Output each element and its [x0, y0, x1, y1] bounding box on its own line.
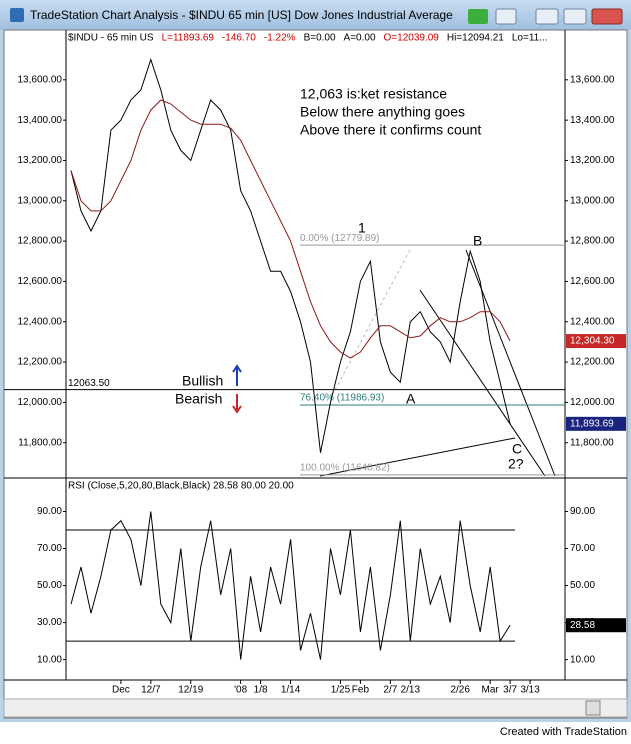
annotation: 2? [508, 456, 524, 472]
x-tick-label: 12/19 [178, 685, 203, 696]
x-tick-label: Dec [112, 685, 130, 696]
trendline [319, 437, 516, 477]
menu-button[interactable] [495, 8, 517, 25]
scroll-thumb[interactable] [585, 700, 601, 716]
series-line [70, 57, 511, 453]
y-tick-label: 12,600.00 [18, 276, 63, 287]
annotation: 1 [358, 220, 366, 236]
y-tick-label: 12,200.00 [570, 357, 615, 368]
price-marker [566, 416, 626, 431]
y-tick-label: 10.00 [37, 654, 62, 665]
y-tick-label: 10.00 [570, 654, 595, 665]
y-tick-label: 12,000.00 [570, 397, 615, 408]
x-tick-label: 12/7 [141, 685, 161, 696]
scrollbar[interactable] [3, 698, 628, 718]
y-tick-label: 30.00 [37, 617, 62, 628]
y-tick-label: 12,800.00 [18, 236, 63, 247]
x-tick-label: Mar [482, 685, 500, 696]
header-field: Hi=12094.21 [447, 33, 504, 44]
y-tick-label: 70.00 [570, 543, 595, 554]
header-field: Lo=11... [512, 33, 548, 44]
header-field: -146.70 [222, 33, 256, 44]
y-tick-label: 13,600.00 [18, 74, 63, 85]
annotation: Bearish [175, 391, 222, 407]
price-marker [566, 334, 626, 349]
fib-diagonal [334, 249, 411, 391]
y-tick-label: 90.00 [37, 506, 62, 517]
x-tick-label: 2/13 [401, 685, 421, 696]
price-marker-label: 11,893.69 [570, 418, 614, 429]
y-tick-label: 13,400.00 [570, 115, 615, 126]
trendline [419, 289, 546, 477]
panel-title: RSI (Close,5,20,80,Black,Black) 28.58 80… [68, 481, 294, 492]
y-tick-label: 70.00 [37, 543, 62, 554]
x-tick-label: 2/26 [450, 685, 470, 696]
price-marker [566, 618, 626, 633]
series-line [70, 99, 511, 359]
x-tick-label: 1/8 [254, 685, 268, 696]
close-button[interactable] [591, 8, 623, 25]
header-field: B=0.00 [304, 33, 336, 44]
y-tick-label: 50.00 [37, 580, 62, 591]
app-icon [10, 8, 24, 22]
title-bar [0, 0, 631, 30]
fib-label: 0.00% (12779.89) [300, 233, 380, 244]
annotation: A [406, 391, 416, 407]
x-tick-label: 3/7 [503, 685, 517, 696]
y-tick-label: 12,400.00 [18, 316, 63, 327]
minimize-button[interactable] [535, 8, 559, 25]
annotation: 12,063 is:ket resistance [300, 86, 447, 102]
annotation: C [512, 441, 522, 457]
y-tick-label: 13,400.00 [18, 115, 63, 126]
y-tick-label: 12,600.00 [570, 276, 615, 287]
annotation: B [473, 233, 482, 249]
header-field: L=11893.69 [162, 33, 215, 44]
x-tick-label: 1/14 [281, 685, 301, 696]
x-tick-label: 2/7 [383, 685, 397, 696]
header-field: O=12039.09 [384, 33, 440, 44]
price-marker-label: 28.58 [570, 620, 595, 631]
y-tick-label: 13,200.00 [570, 155, 615, 166]
y-tick-label: 12,200.00 [18, 357, 63, 368]
y-tick-label: 12,800.00 [570, 236, 615, 247]
fib-label: 76.40% (11986.93) [300, 393, 384, 404]
y-tick-label: 12,000.00 [18, 397, 63, 408]
header-field: -1.22% [264, 33, 296, 44]
x-tick-label: '08 [234, 685, 247, 696]
y-tick-label: 90.00 [570, 506, 595, 517]
bullish-arrow [232, 364, 242, 386]
y-tick-label: 13,000.00 [18, 195, 63, 206]
price-marker-label: 12,304.30 [570, 336, 615, 347]
y-tick-label: 50.00 [570, 580, 595, 591]
annotation: Below there anything goes [300, 104, 465, 120]
annotation: Above there it confirms count [300, 122, 481, 138]
header-field: A=0.00 [344, 33, 376, 44]
y-tick-label: 12,400.00 [570, 316, 615, 327]
footer: Created with TradeStation [500, 726, 627, 738]
y-tick-label: 11,800.00 [570, 437, 614, 448]
window-title: TradeStation Chart Analysis - $INDU 65 m… [30, 8, 453, 22]
x-tick-label: 3/13 [520, 685, 540, 696]
y-tick-label: 13,600.00 [570, 74, 615, 85]
maximize-button[interactable] [563, 8, 587, 25]
chart-area [3, 29, 628, 719]
y-tick-label: 13,000.00 [570, 195, 615, 206]
x-tick-label: Feb [352, 685, 370, 696]
bearish-arrow [232, 394, 242, 414]
y-tick-label: 13,200.00 [18, 155, 63, 166]
fib-label: 100.00% (11640.82) [300, 462, 390, 473]
annotation: Bullish [182, 373, 223, 389]
y-tick-label: 11,800.00 [18, 437, 62, 448]
x-tick-label: 1/25 [331, 685, 351, 696]
series-line [70, 511, 511, 660]
status-button[interactable] [468, 9, 488, 24]
header-field: $INDU - 65 min US [68, 33, 154, 44]
level-label: 12063.50 [68, 378, 110, 389]
